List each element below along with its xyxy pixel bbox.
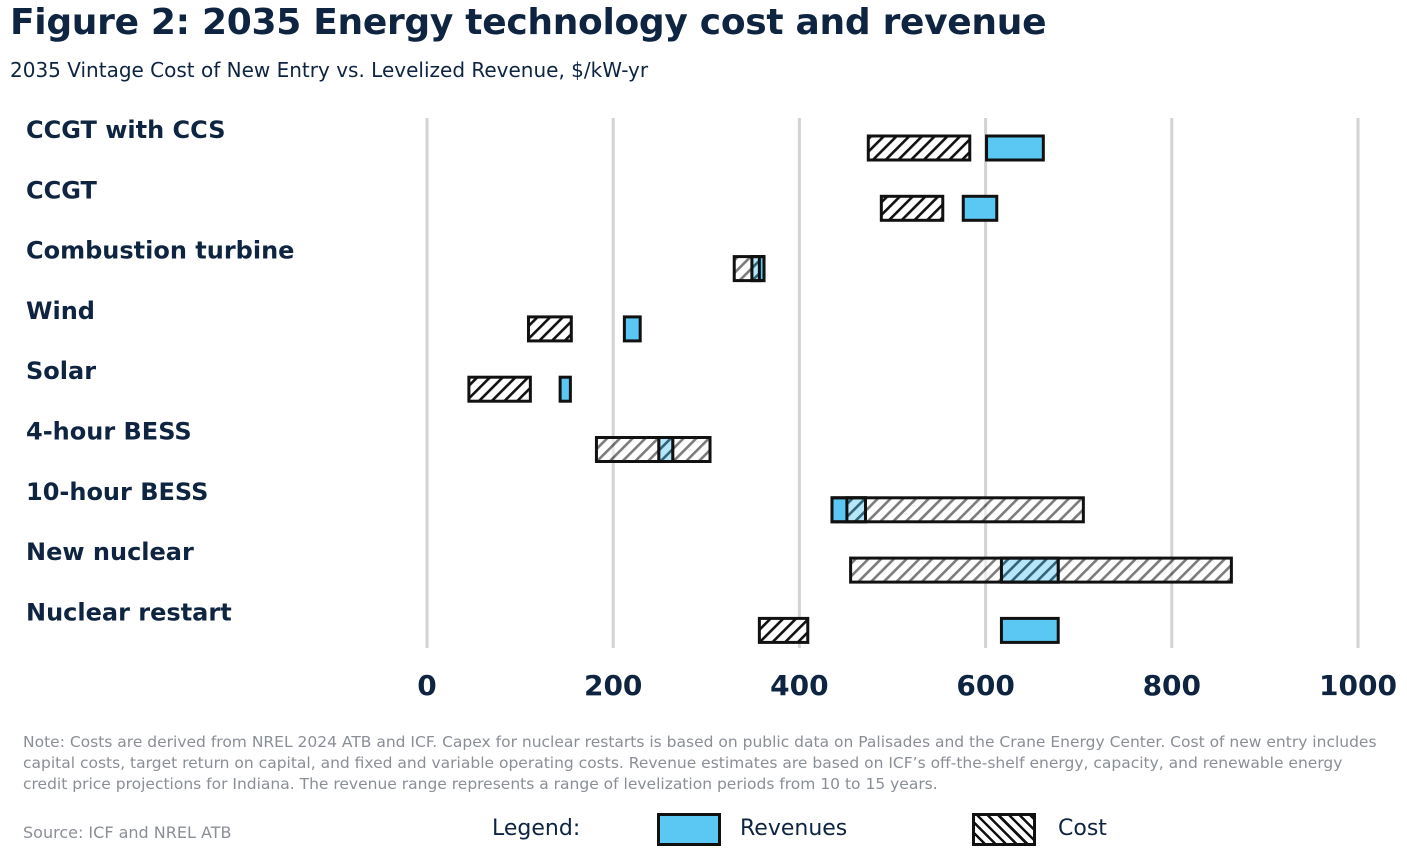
category-label: CCGT (26, 176, 98, 204)
legend-cost-label: Cost (1058, 816, 1107, 841)
legend-revenues-label: Revenues (740, 816, 848, 841)
category-label: Wind (26, 297, 95, 325)
x-tick-label: 1000 (1319, 669, 1397, 702)
legend-revenues-swatch (657, 813, 721, 846)
chart-source: Source: ICF and NREL ATB (23, 823, 232, 842)
category-label: 4-hour BESS (26, 418, 192, 446)
cost-bar (866, 134, 972, 162)
revenue-bar (961, 194, 999, 222)
chart-note: Note: Costs are derived from NREL 2024 A… (23, 733, 1377, 793)
revenue-bar-outline (657, 436, 675, 463)
x-tick-label: 600 (956, 669, 1014, 702)
legend-cost-swatch (972, 813, 1036, 846)
revenue-bar-outline (999, 556, 1060, 584)
revenue-bar (558, 375, 572, 403)
x-tick-label: 0 (417, 669, 436, 702)
revenue-bar (622, 315, 642, 343)
revenue-bar (985, 134, 1045, 162)
range-bar-chart: CCGT with CCS CCGT Combustion turbine Wind S… (26, 116, 1397, 702)
cost-bar (526, 315, 573, 343)
cost-bar (732, 255, 761, 283)
category-label: Combustion turbine (26, 237, 294, 265)
chart-title: Figure 2: 2035 Energy technology cost an… (10, 2, 1047, 43)
cost-bar (467, 375, 532, 403)
cost-bar (594, 436, 712, 463)
cost-bar (849, 556, 1233, 584)
category-label: Solar (26, 357, 96, 385)
x-tick-label: 200 (584, 669, 642, 702)
revenue-bar-outline (750, 255, 766, 283)
cost-bar (845, 496, 1085, 524)
category-label: CCGT with CCS (26, 116, 226, 144)
revenue-bar (999, 616, 1060, 644)
x-tick-label: 800 (1143, 669, 1201, 702)
revenue-bar-outline (830, 496, 868, 524)
category-label: New nuclear (26, 538, 194, 566)
cost-bar (757, 616, 810, 644)
category-label: 10-hour BESS (26, 478, 208, 506)
category-label: Nuclear restart (26, 598, 232, 626)
x-tick-label: 400 (770, 669, 828, 702)
chart-subtitle: 2035 Vintage Cost of New Entry vs. Level… (10, 58, 649, 82)
legend-title: Legend: (492, 816, 581, 841)
cost-bar (879, 194, 945, 222)
